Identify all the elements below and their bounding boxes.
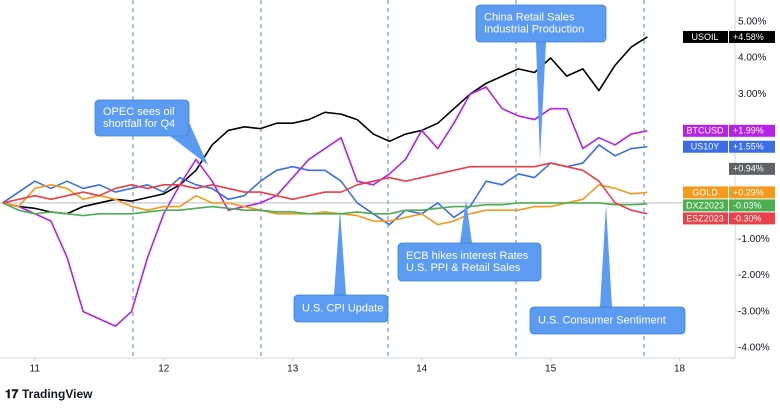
annotation-text: Industrial Production: [484, 23, 584, 35]
tag-value: +0.94%: [733, 164, 764, 174]
price-tag: USOIL +4.58%: [683, 30, 775, 43]
footer: TradingView: [22, 387, 93, 401]
tag-name-box: [683, 199, 728, 212]
y-tick-label: 4.00%: [738, 53, 766, 64]
x-tick-label: 18: [674, 364, 686, 375]
y-tick-label: -2.00%: [738, 270, 770, 281]
series-line: [2, 202, 648, 217]
price-tag: DXZ2023 -0.03%: [683, 199, 775, 212]
tag-name: BTCUSD: [686, 126, 724, 136]
tag-value-box: [729, 30, 775, 43]
y-tick-label: -3.00%: [738, 306, 770, 317]
tag-name: DXZ2023: [686, 200, 724, 210]
tag-name: US10Y: [691, 142, 720, 152]
x-tick-label: 11: [30, 364, 41, 375]
tag-name: USOIL: [691, 32, 718, 42]
price-tag: BTCUSD +1.99%: [683, 124, 775, 137]
y-tick-label: 5.00%: [738, 16, 766, 27]
annotation-pointer: [536, 42, 546, 160]
tag-value: +1.55%: [733, 142, 764, 152]
annotation-box: [397, 242, 542, 282]
tag-value-box: [729, 140, 775, 153]
annotation-text: U.S. Consumer Sentiment: [538, 314, 666, 326]
annotation-pointer: [600, 205, 612, 307]
tag-name-box: [683, 30, 728, 43]
tag-value: +1.99%: [733, 126, 764, 136]
annotation-text: U.S. CPI Update: [302, 302, 383, 314]
price-tag: ESZ2023 -0.30%: [683, 212, 775, 225]
tag-value: -0.30%: [733, 213, 762, 223]
y-tick-label: -4.00%: [738, 342, 770, 353]
tag-name-box: [683, 212, 728, 225]
y-tick-label: -1.00%: [738, 234, 770, 245]
tag-name-box: [683, 140, 728, 153]
x-tick-label: 14: [416, 364, 428, 375]
annotation-text: shortfall for Q4: [103, 118, 175, 130]
session-separators: [132, 0, 645, 358]
annotation-box: [475, 4, 607, 43]
price-tag: GOLD +0.29%: [683, 186, 775, 199]
tag-value-box: [729, 162, 775, 175]
tag-name: GOLD: [692, 187, 718, 197]
annotation-text: China Retail Sales: [484, 11, 575, 23]
series-line: [2, 144, 648, 226]
tag-value-box: [729, 212, 775, 225]
annotation-text: ECB hikes interest Rates: [406, 250, 529, 262]
tag-name-box: [683, 124, 728, 137]
annotation: U.S. Consumer Sentiment: [529, 205, 686, 335]
annotation-box: [293, 294, 389, 323]
tag-name-box: [683, 186, 728, 199]
annotation-text: U.S. PPI & Retail Sales: [406, 262, 521, 274]
tag-value-box: [729, 186, 775, 199]
series-line: [2, 183, 648, 226]
x-tick-label: 12: [158, 364, 170, 375]
x-tick-label: 13: [287, 364, 299, 375]
tag-value-box: [729, 199, 775, 212]
tag-value: +0.29%: [733, 187, 764, 197]
annotation-text: OPEC sees oil: [103, 106, 175, 118]
tag-value: -0.03%: [733, 200, 762, 210]
x-tick-label: 15: [545, 364, 557, 375]
series-line: [2, 162, 648, 215]
svg-text:𝟏𝟕: 𝟏𝟕: [5, 387, 19, 401]
annotation-box: [94, 99, 190, 137]
annotation-pointer: [460, 200, 472, 243]
annotation-box: [529, 306, 686, 335]
tag-name: ESZ2023: [686, 213, 724, 223]
logo: 𝟏𝟕 TradingView: [5, 387, 93, 401]
tag-value: +4.58%: [733, 32, 764, 42]
tag-value-box: [729, 124, 775, 137]
y-tick-label: 3.00%: [738, 89, 766, 100]
annotation: U.S. CPI Update: [293, 210, 389, 323]
price-tag: +0.94%: [729, 162, 775, 175]
price-tag: US10Y +1.55%: [683, 140, 775, 153]
annotation-pointer: [334, 210, 346, 295]
